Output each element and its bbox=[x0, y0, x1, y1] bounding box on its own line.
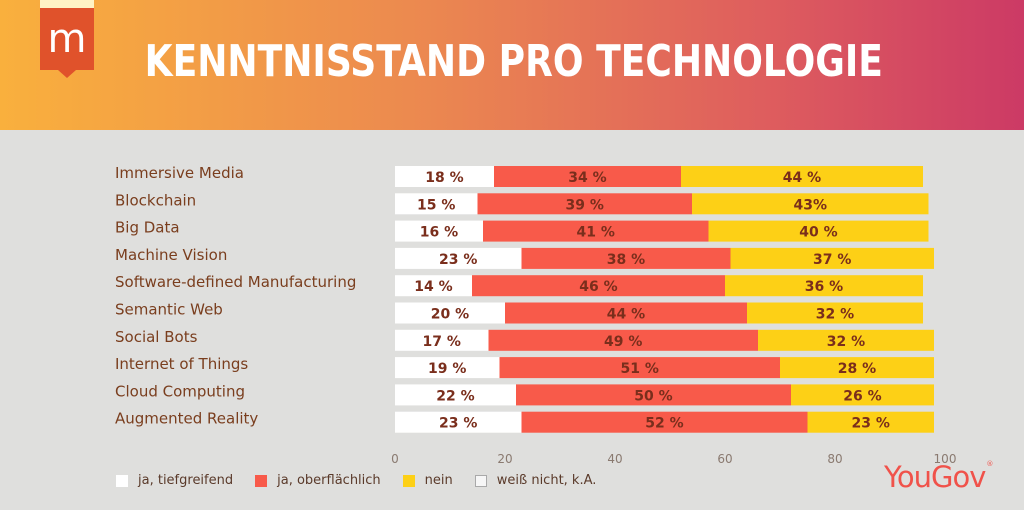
x-tick-label: 80 bbox=[827, 452, 842, 466]
data-label: 38 % bbox=[607, 252, 645, 268]
bar-segment bbox=[395, 166, 494, 187]
data-label: 46 % bbox=[579, 279, 617, 295]
bar-segment bbox=[692, 193, 929, 215]
legend-item-oberflaechlich: ja, oberflächlich bbox=[255, 473, 381, 488]
bar-segment bbox=[791, 384, 934, 406]
x-tick-label: 40 bbox=[607, 452, 622, 466]
bar-segment bbox=[488, 329, 758, 351]
data-label: 19 % bbox=[428, 361, 466, 377]
chart-legend: ja, tiefgreifend ja, oberflächlich nein … bbox=[116, 473, 618, 488]
bar-segment bbox=[395, 275, 472, 297]
category-label: Immersive Media bbox=[115, 164, 244, 182]
data-label: 16 % bbox=[420, 225, 458, 241]
brand-mark: ® bbox=[986, 460, 994, 468]
brand-name: YouGov bbox=[884, 460, 986, 494]
data-label: 40 % bbox=[799, 225, 837, 241]
logo-letter: m bbox=[48, 16, 87, 62]
category-label: Big Data bbox=[115, 219, 180, 237]
data-label: 44 % bbox=[607, 307, 645, 323]
bar-segment bbox=[807, 411, 934, 433]
x-tick-label: 100 bbox=[934, 452, 957, 466]
legend-label: weiß nicht, k.A. bbox=[496, 473, 597, 488]
legend-item-weiss-nicht: weiß nicht, k.A. bbox=[474, 473, 597, 488]
bar-segment bbox=[521, 411, 808, 433]
bar-segment bbox=[681, 166, 923, 187]
bar-segment bbox=[395, 247, 522, 269]
legend-swatch-light bbox=[474, 474, 487, 487]
data-label: 14 % bbox=[414, 279, 452, 295]
data-label: 49 % bbox=[604, 334, 642, 350]
data-label: 32 % bbox=[816, 307, 854, 323]
category-label: Blockchain bbox=[115, 191, 196, 209]
data-label: 37 % bbox=[813, 252, 851, 268]
category-label: Augmented Reality bbox=[115, 410, 258, 428]
bar-segment bbox=[395, 220, 483, 242]
data-label: 50 % bbox=[634, 388, 672, 404]
bar-segment bbox=[395, 411, 522, 433]
bar-segment bbox=[483, 220, 709, 242]
brand-logo-icon: m bbox=[40, 0, 94, 78]
legend-swatch-red bbox=[255, 474, 268, 487]
bar-segment bbox=[505, 302, 747, 324]
legend-item-nein: nein bbox=[402, 473, 453, 488]
data-label: 39 % bbox=[566, 197, 604, 213]
data-label: 43% bbox=[793, 197, 827, 213]
category-label: Social Bots bbox=[115, 328, 198, 346]
category-label: Machine Vision bbox=[115, 246, 227, 264]
data-label: 23 % bbox=[439, 252, 477, 268]
header-banner: m KENNTNISSTAND PRO TECHNOLOGIE bbox=[0, 0, 1024, 130]
data-label: 34 % bbox=[568, 170, 606, 186]
bar-segment bbox=[708, 220, 929, 242]
data-label: 17 % bbox=[423, 334, 461, 350]
yougov-logo: YouGov® bbox=[884, 460, 993, 494]
bar-segment bbox=[395, 384, 516, 406]
legend-item-tiefgreifend: ja, tiefgreifend bbox=[116, 473, 233, 488]
category-label: Cloud Computing bbox=[115, 382, 245, 400]
data-label: 51 % bbox=[621, 361, 659, 377]
data-label: 22 % bbox=[436, 388, 474, 404]
page-title: KENNTNISSTAND PRO TECHNOLOGIE bbox=[144, 36, 883, 87]
bar-segment bbox=[395, 302, 505, 324]
data-label: 18 % bbox=[425, 170, 463, 186]
bar-segment bbox=[472, 275, 725, 297]
bar-segment bbox=[725, 275, 923, 297]
data-label: 52 % bbox=[645, 416, 683, 432]
category-label: Internet of Things bbox=[115, 355, 248, 373]
bar-segment bbox=[395, 329, 489, 351]
legend-label: ja, tiefgreifend bbox=[138, 473, 234, 488]
data-label: 26 % bbox=[843, 388, 881, 404]
data-label: 28 % bbox=[838, 361, 876, 377]
legend-label: nein bbox=[424, 473, 453, 488]
bar-segment bbox=[395, 357, 500, 379]
data-label: 32 % bbox=[827, 334, 865, 350]
data-label: 41 % bbox=[577, 225, 615, 241]
data-label: 44 % bbox=[783, 170, 821, 186]
data-label: 23 % bbox=[439, 416, 477, 432]
bar-segment bbox=[477, 193, 692, 215]
data-label: 15 % bbox=[417, 197, 455, 213]
stacked-bar-chart: Immersive Media 18 % 34 % 44 % Blockchain 15 … bbox=[115, 164, 957, 466]
legend-swatch-yellow bbox=[402, 474, 415, 487]
category-label: Software-defined Manufacturing bbox=[115, 273, 356, 291]
legend-label: ja, oberflächlich bbox=[277, 473, 381, 488]
x-tick-label: 0 bbox=[391, 452, 399, 466]
data-label: 23 % bbox=[852, 416, 890, 432]
bar-segment bbox=[395, 193, 478, 215]
data-label: 36 % bbox=[805, 279, 843, 295]
x-tick-label: 20 bbox=[497, 452, 512, 466]
bar-segment bbox=[730, 247, 934, 269]
bar-segment bbox=[516, 384, 791, 406]
bar-segment bbox=[747, 302, 923, 324]
category-label: Semantic Web bbox=[115, 301, 223, 319]
legend-swatch-white bbox=[116, 474, 128, 487]
bar-segment bbox=[780, 357, 934, 379]
x-tick-label: 60 bbox=[717, 452, 732, 466]
bar-segment bbox=[758, 329, 934, 351]
data-label: 20 % bbox=[431, 307, 469, 323]
bar-segment bbox=[494, 166, 681, 187]
bar-segment bbox=[499, 357, 780, 379]
bar-segment bbox=[521, 247, 731, 269]
